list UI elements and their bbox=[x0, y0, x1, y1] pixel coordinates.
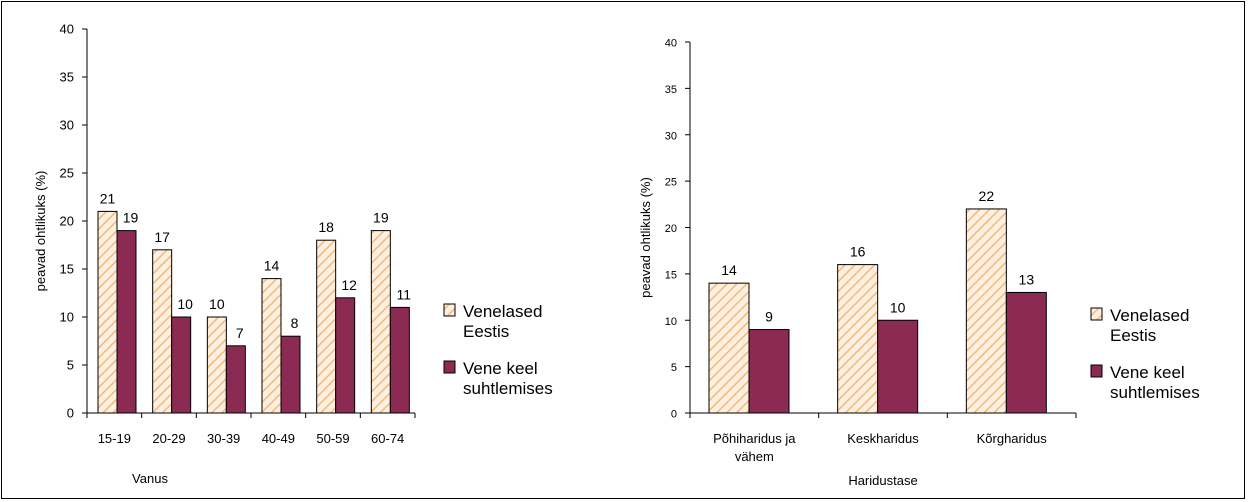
y-tick-label: 25 bbox=[60, 166, 74, 181]
legend-label: Venelased bbox=[463, 302, 542, 321]
data-label: 18 bbox=[318, 219, 334, 235]
y-tick-label: 5 bbox=[67, 358, 74, 373]
y-tick-label: 25 bbox=[665, 177, 677, 189]
bar-venelased bbox=[965, 208, 1007, 414]
y-tick-label: 5 bbox=[671, 362, 677, 374]
legend-swatch bbox=[1090, 307, 1103, 321]
data-label: 9 bbox=[765, 309, 773, 325]
legend-label: Vene keel bbox=[1110, 363, 1185, 382]
legend-label: Vene keel bbox=[463, 359, 538, 378]
x-tick-label: 60-74 bbox=[371, 431, 404, 446]
data-label: 14 bbox=[264, 258, 280, 274]
y-tick-label: 20 bbox=[60, 214, 74, 229]
data-label: 11 bbox=[397, 286, 412, 302]
y-tick-label: 30 bbox=[60, 118, 74, 133]
legend-swatch bbox=[443, 303, 456, 317]
x-tick-label: Keskharidus bbox=[847, 431, 919, 446]
y-tick-label: 15 bbox=[665, 269, 677, 281]
bar-venelased bbox=[708, 282, 750, 414]
data-label: 19 bbox=[373, 210, 389, 226]
data-label: 8 bbox=[291, 315, 299, 331]
data-label: 12 bbox=[341, 277, 357, 293]
bar-venelased bbox=[206, 316, 227, 414]
y-axis-title: peavad ohtlikuks (%) bbox=[33, 171, 48, 292]
y-tick-label: 10 bbox=[665, 316, 677, 328]
bar-venelased bbox=[316, 239, 337, 414]
data-label: 21 bbox=[100, 190, 116, 206]
chart-education: 0 5 10 15 20 25 30 35 40 14 9 Põhiharidus ja vähem 16… bbox=[638, 38, 1200, 489]
bar-venelased bbox=[837, 264, 879, 414]
legend-label: Eestis bbox=[1110, 326, 1156, 345]
legend-label: suhtlemises bbox=[463, 379, 553, 398]
legend-label: Eestis bbox=[463, 322, 509, 341]
chart-age: 0 5 10 15 20 25 30 35 40 21 19 15-19 17 10 20-29 10 7 30-… bbox=[33, 22, 553, 487]
data-label: 10 bbox=[890, 299, 906, 315]
legend-label: Venelased bbox=[1110, 306, 1189, 325]
data-label: 7 bbox=[236, 325, 244, 341]
y-tick-label: 15 bbox=[60, 262, 74, 277]
bar-venelased bbox=[97, 210, 118, 414]
y-tick-label: 40 bbox=[60, 22, 74, 37]
bar-vene-keel bbox=[171, 316, 192, 414]
y-tick-label: 10 bbox=[60, 310, 74, 325]
bar-vene-keel bbox=[335, 297, 356, 414]
bar-venelased bbox=[152, 249, 173, 414]
data-label: 14 bbox=[721, 262, 737, 278]
data-label: 16 bbox=[850, 244, 866, 260]
data-label: 19 bbox=[123, 210, 139, 226]
y-tick-label: 0 bbox=[671, 409, 677, 421]
bar-venelased bbox=[370, 230, 391, 414]
y-axis-title: peavad ohtlikuks (%) bbox=[638, 177, 653, 298]
y-tick-label: 20 bbox=[665, 223, 677, 235]
legend-label: suhtlemises bbox=[1110, 383, 1200, 402]
x-tick-label: 20-29 bbox=[152, 431, 185, 446]
bar-vene-keel bbox=[116, 230, 137, 414]
bar-vene-keel bbox=[225, 345, 246, 414]
bar-vene-keel bbox=[877, 319, 919, 414]
legend-swatch bbox=[443, 360, 456, 374]
y-tick-label: 40 bbox=[665, 38, 677, 50]
legend-swatch bbox=[1090, 364, 1103, 378]
x-tick-label: 30-39 bbox=[207, 431, 240, 446]
bar-vene-keel bbox=[748, 329, 790, 414]
bar-vene-keel bbox=[280, 335, 301, 414]
x-tick-label: Põhiharidus ja bbox=[713, 431, 796, 446]
x-tick-label: vähem bbox=[735, 449, 774, 464]
x-axis-title: Vanus bbox=[132, 471, 168, 486]
x-tick-label: 40-49 bbox=[262, 431, 295, 446]
data-label: 10 bbox=[177, 296, 193, 312]
data-label: 10 bbox=[209, 296, 225, 312]
x-tick-label: 50-59 bbox=[316, 431, 349, 446]
y-tick-label: 30 bbox=[665, 130, 677, 142]
data-label: 22 bbox=[979, 188, 995, 204]
bar-vene-keel bbox=[1005, 291, 1047, 414]
data-label: 13 bbox=[1019, 271, 1035, 287]
x-axis-title: Haridustase bbox=[848, 473, 917, 488]
x-tick-label: Kõrgharidus bbox=[977, 431, 1048, 446]
x-tick-label: 15-19 bbox=[98, 431, 131, 446]
y-tick-label: 35 bbox=[60, 70, 74, 85]
bar-vene-keel bbox=[389, 306, 410, 414]
y-tick-label: 35 bbox=[665, 84, 677, 96]
data-label: 17 bbox=[154, 229, 170, 245]
y-tick-label: 0 bbox=[67, 406, 74, 421]
bar-venelased bbox=[261, 278, 282, 414]
